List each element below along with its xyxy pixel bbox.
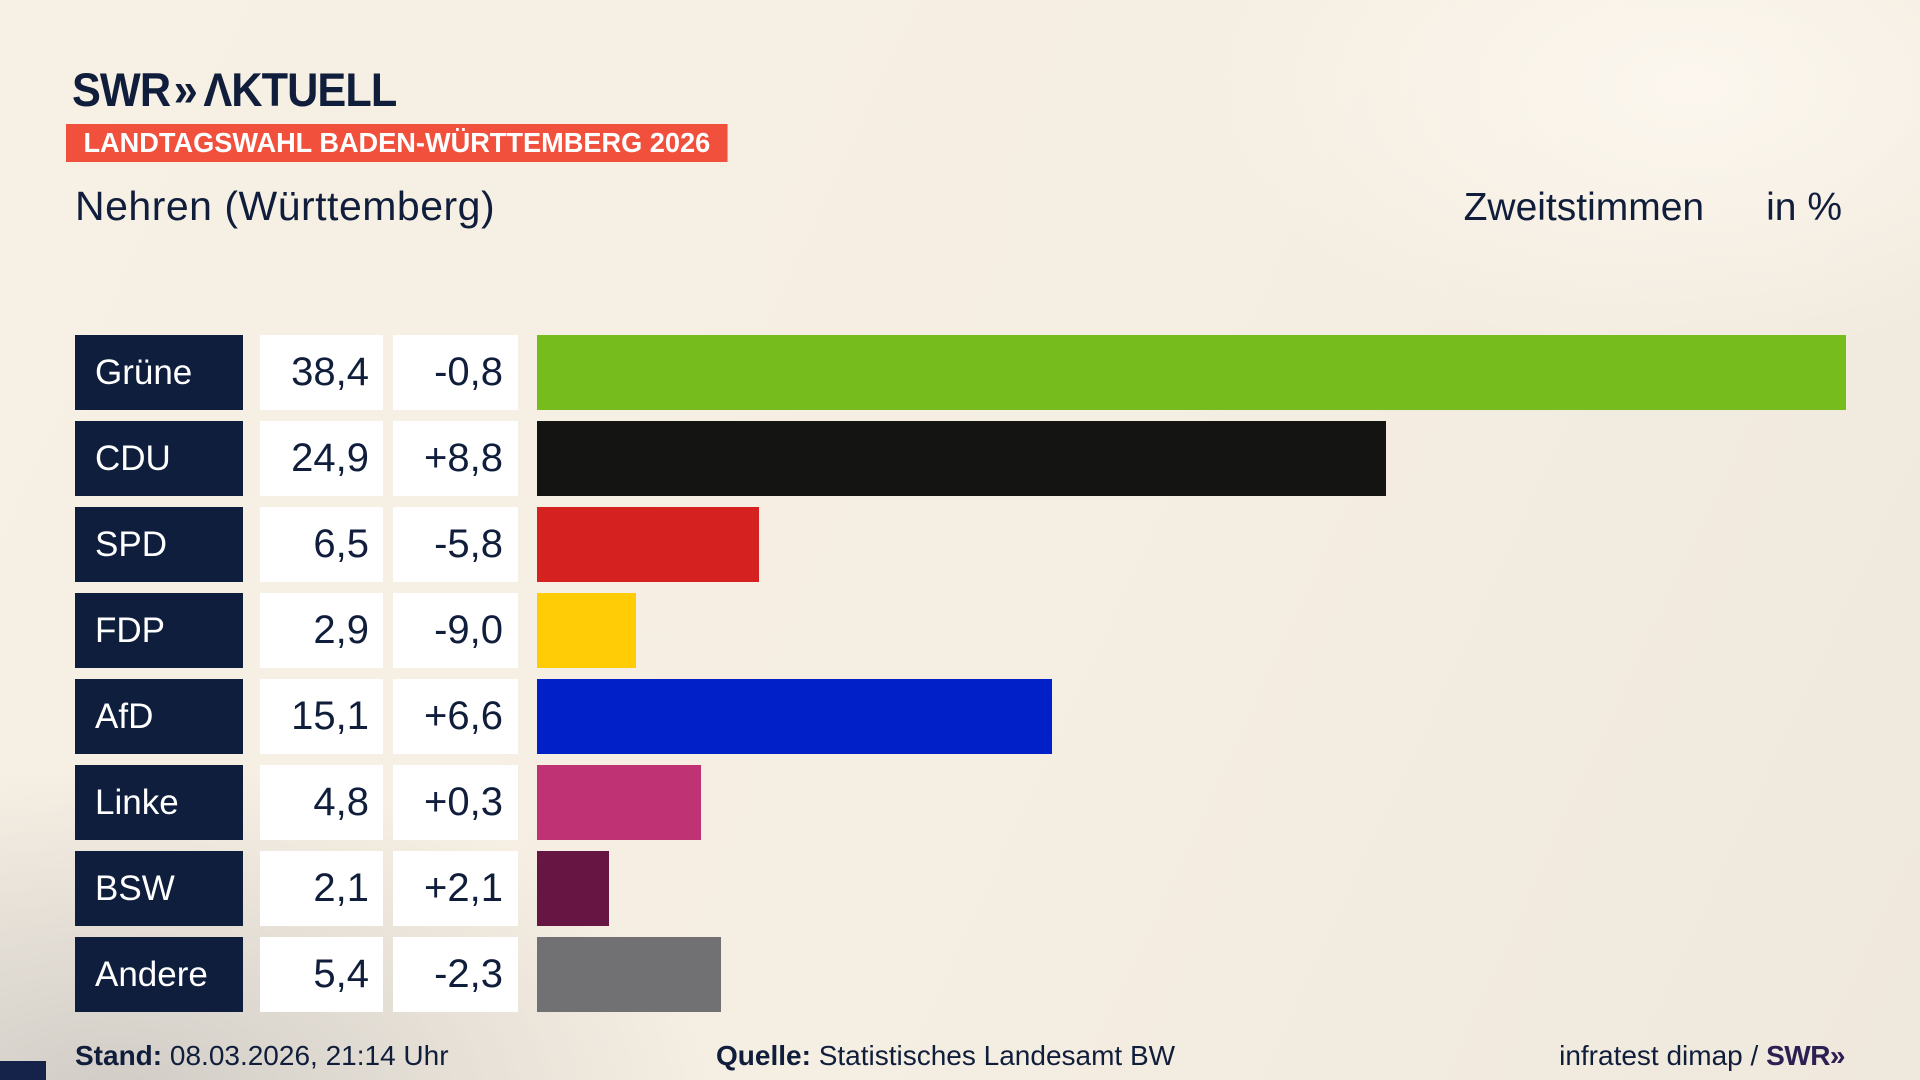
party-bar	[537, 507, 759, 582]
party-change-box: -0,8	[393, 335, 518, 410]
party-label-box: Grüne	[75, 335, 243, 410]
stand-label: Stand:	[75, 1040, 163, 1071]
chart-subtitle: Zweitstimmen in %	[1464, 186, 1842, 230]
party-value-box: 2,9	[260, 593, 383, 668]
credit-text: infratest dimap /	[1559, 1040, 1767, 1071]
party-value-box: 5,4	[260, 937, 383, 1012]
chart-row: Grüne 38,4 -0,8	[75, 335, 1920, 410]
chart-row: CDU 24,9 +8,8	[75, 421, 1920, 496]
swr-logo-text: SWR	[72, 63, 171, 116]
party-bar	[537, 765, 701, 840]
party-label-box: SPD	[75, 507, 243, 582]
party-change-box: -9,0	[393, 593, 518, 668]
bar-chart: Grüne 38,4 -0,8 CDU 24,9 +8,8 SPD 6,5 -5…	[75, 335, 1920, 1023]
chart-row: BSW 2,1 +2,1	[75, 851, 1920, 926]
party-change-box: +6,6	[393, 679, 518, 754]
party-value-box: 38,4	[260, 335, 383, 410]
party-bar	[537, 679, 1052, 754]
subtitle-unit: in %	[1766, 186, 1842, 229]
aktuell-logo-text: ΛKTUELL	[203, 63, 397, 116]
election-banner: LANDTAGSWAHL BADEN-WÜRTTEMBERG 2026	[66, 124, 728, 162]
corner-tab-decoration	[0, 1061, 46, 1080]
status-timestamp: Stand: 08.03.2026, 21:14 Uhr	[75, 1040, 449, 1072]
party-value-box: 24,9	[260, 421, 383, 496]
party-bar	[537, 851, 609, 926]
chart-row: Andere 5,4 -2,3	[75, 937, 1920, 1012]
party-value-box: 2,1	[260, 851, 383, 926]
stand-value: 08.03.2026, 21:14 Uhr	[162, 1040, 449, 1071]
quelle-label: Quelle:	[716, 1040, 811, 1071]
party-label-box: Linke	[75, 765, 243, 840]
party-change-box: +0,3	[393, 765, 518, 840]
party-change-box: +8,8	[393, 421, 518, 496]
chart-row: Linke 4,8 +0,3	[75, 765, 1920, 840]
party-label-box: Andere	[75, 937, 243, 1012]
party-value-box: 6,5	[260, 507, 383, 582]
party-bar	[537, 421, 1386, 496]
party-bar	[537, 593, 636, 668]
party-label-box: CDU	[75, 421, 243, 496]
page-title: Nehren (Württemberg)	[75, 183, 496, 229]
party-change-box: +2,1	[393, 851, 518, 926]
party-label-box: FDP	[75, 593, 243, 668]
subtitle-votes-type: Zweitstimmen	[1463, 186, 1705, 229]
quelle-value: Statistisches Landesamt BW	[810, 1040, 1176, 1071]
party-label-box: BSW	[75, 851, 243, 926]
swr-credit-logo: SWR»	[1766, 1040, 1845, 1071]
party-bar	[537, 335, 1847, 410]
chart-row: AfD 15,1 +6,6	[75, 679, 1920, 754]
chart-row: SPD 6,5 -5,8	[75, 507, 1920, 582]
party-value-box: 15,1	[260, 679, 383, 754]
party-change-box: -2,3	[393, 937, 518, 1012]
chart-row: FDP 2,9 -9,0	[75, 593, 1920, 668]
party-value-box: 4,8	[260, 765, 383, 840]
credit-note: infratest dimap / SWR»	[1559, 1040, 1845, 1072]
party-change-box: -5,8	[393, 507, 518, 582]
swr-aktuell-logo: SWR» ΛKTUELL	[72, 62, 397, 117]
party-label-box: AfD	[75, 679, 243, 754]
party-bar	[537, 937, 722, 1012]
chevrons-icon: »	[173, 63, 198, 116]
source-note: Quelle: Statistisches Landesamt BW	[716, 1040, 1175, 1072]
